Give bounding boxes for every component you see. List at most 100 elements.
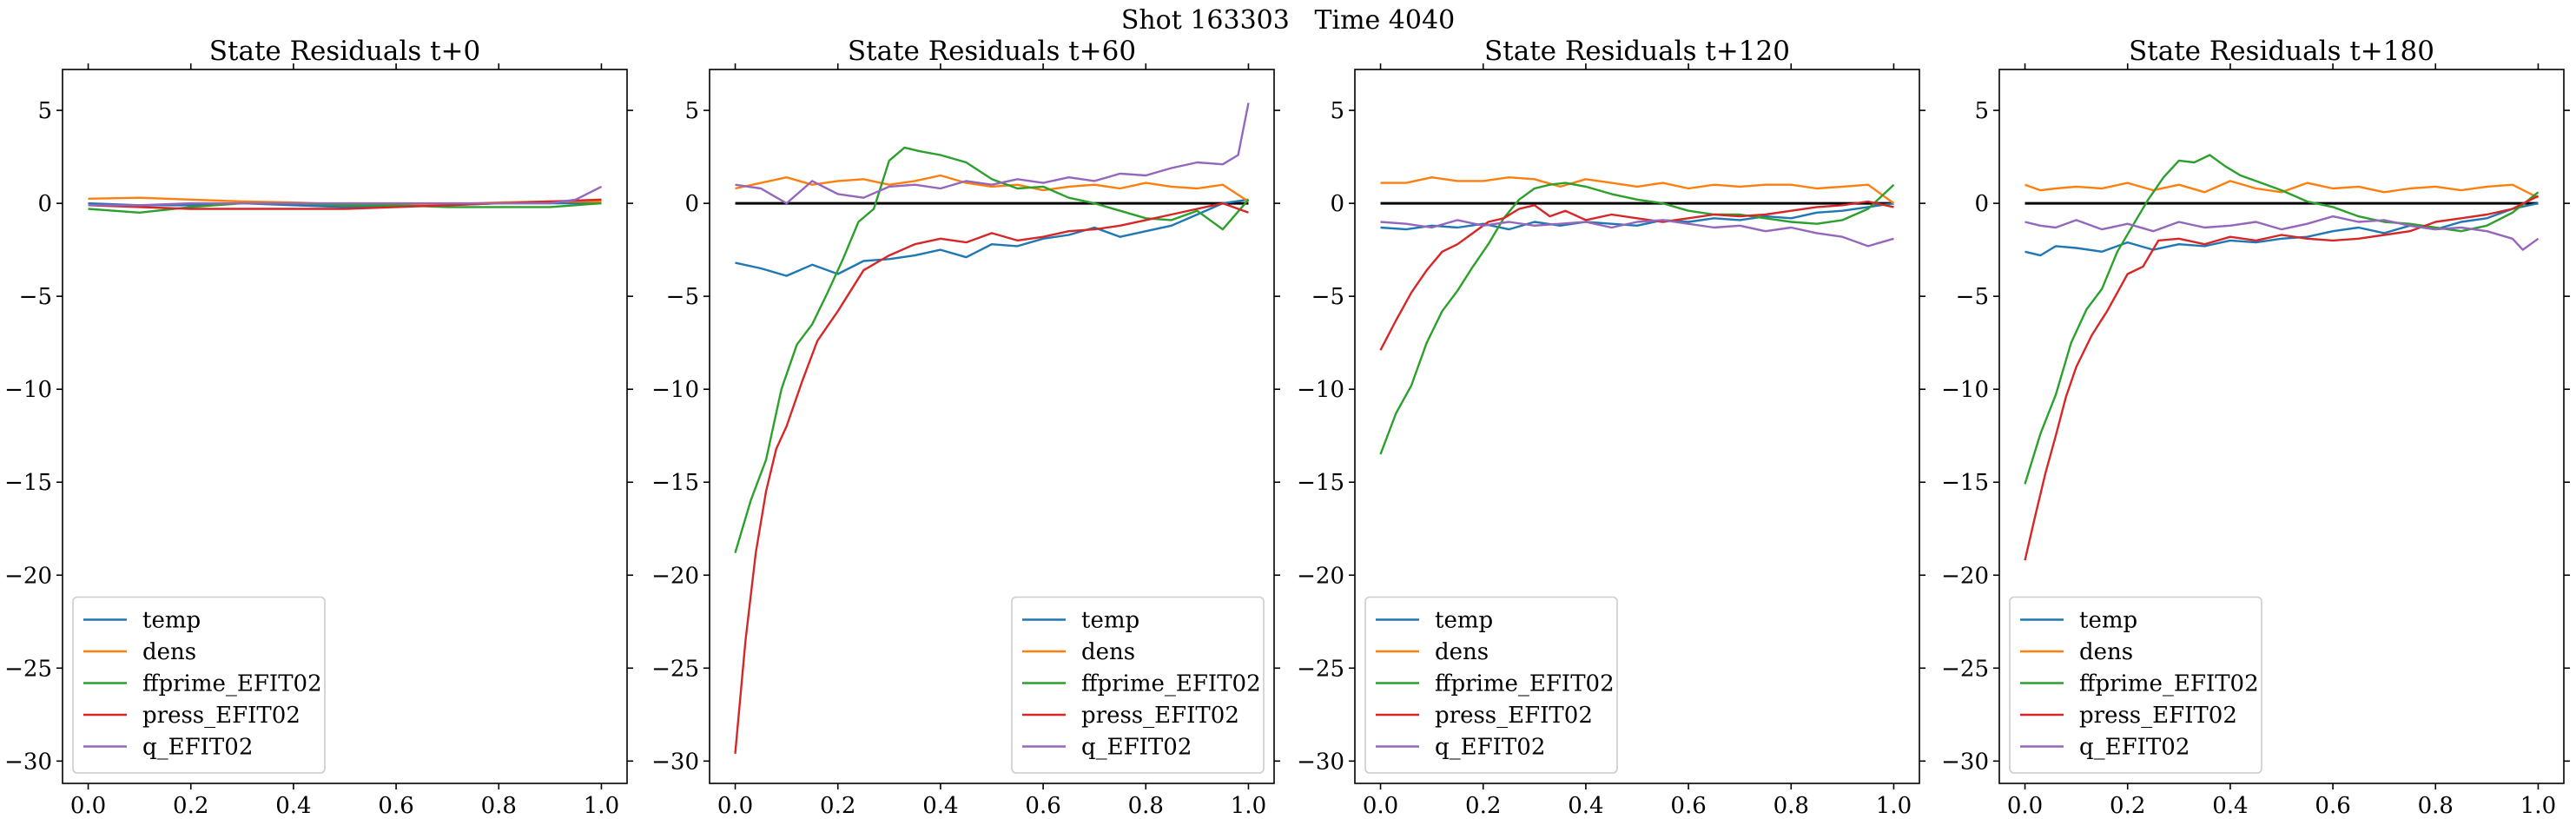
y-tick-label: −25	[1297, 656, 1344, 682]
y-tick-label: −25	[4, 656, 52, 682]
y-tick-label: −5	[666, 284, 699, 310]
x-tick-label: 1.0	[1876, 793, 1912, 819]
x-tick-label: 0.6	[2315, 793, 2350, 819]
x-tick-label: 0.4	[2212, 793, 2248, 819]
y-tick-label: −5	[19, 284, 52, 310]
y-tick-label: 0	[684, 191, 699, 217]
subplot-panel-0: State Residuals t+0 0.0 0.2 0.4 0.6 0.8 1.0 5 0 −…	[4, 36, 633, 819]
y-tick-label: −15	[1297, 470, 1344, 496]
y-tick-label: −10	[651, 377, 699, 403]
y-tick-label: −5	[1311, 284, 1344, 310]
axes-frame	[1998, 69, 2565, 784]
legend-label: dens	[1081, 639, 1135, 665]
legend-label: press_EFIT02	[1081, 703, 1239, 729]
series-line-ffprime-efit02	[2024, 154, 2540, 485]
x-tick-label: 0.2	[2110, 793, 2145, 819]
subplot-grid: State Residuals t+0 0.0 0.2 0.4 0.6 0.8 1.0 5 0 −…	[4, 36, 2570, 819]
y-tick-label: −25	[651, 656, 699, 682]
legend-label: press_EFIT02	[142, 703, 301, 729]
x-tick-label: 0.0	[70, 793, 106, 819]
legend-label: dens	[2079, 639, 2133, 665]
legend-label: q_EFIT02	[1081, 735, 1192, 761]
x-tick-label: 0.2	[1465, 793, 1501, 819]
series-line-ffprime-efit02	[1379, 182, 1895, 455]
series-line-dens	[735, 174, 1250, 203]
y-tick-label: −30	[1297, 749, 1344, 775]
legend-label: ffprime_EFIT02	[1081, 671, 1261, 697]
legend-label: press_EFIT02	[2079, 703, 2237, 729]
legend-frame	[2009, 596, 2262, 774]
x-tick-label: 1.0	[2520, 793, 2556, 819]
y-tick-label: −30	[651, 749, 699, 775]
subplot-panel-2: State Residuals t+120 0.0 0.2 0.4 0.6 0.8 1.0 5…	[1297, 36, 1925, 819]
y-tick-label: −20	[4, 563, 52, 589]
y-tick-label: 5	[37, 98, 52, 124]
y-tick-label: −25	[1941, 656, 1989, 682]
y-tick-label: −15	[651, 470, 699, 496]
subplot-title: State Residuals t+180	[2129, 36, 2434, 67]
legend: temp dens ffprime_EFIT02 press_EFIT02 q_EFIT…	[1011, 596, 1265, 774]
legend-label: ffprime_EFIT02	[142, 671, 322, 697]
y-tick-label: −15	[1941, 470, 1989, 496]
y-tick-label: 5	[684, 98, 699, 124]
plot-area	[2024, 154, 2540, 561]
subplot-title: State Residuals t+60	[848, 36, 1136, 67]
y-tick-label: 5	[1974, 98, 1989, 124]
x-tick-label: 0.4	[275, 793, 311, 819]
series-line-q-efit02	[1380, 219, 1894, 248]
subplot-title: State Residuals t+120	[1484, 36, 1790, 67]
plot-area	[88, 185, 603, 215]
y-tick-label: 5	[1330, 98, 1344, 124]
legend-label: ffprime_EFIT02	[1435, 671, 1615, 697]
y-tick-label: −10	[4, 377, 52, 403]
legend: temp dens ffprime_EFIT02 press_EFIT02 q_EFIT…	[1364, 596, 1618, 774]
y-tick-label: −20	[651, 563, 699, 589]
y-tick-label: 0	[1974, 191, 1989, 217]
x-tick-label: 0.2	[173, 793, 208, 819]
y-tick-label: −10	[1297, 377, 1344, 403]
x-tick-label: 1.0	[1231, 793, 1266, 819]
legend-label: q_EFIT02	[1435, 735, 1545, 761]
legend-label: dens	[1435, 639, 1489, 665]
x-tick-label: 0.8	[1128, 793, 1164, 819]
x-tick-label: 0.0	[1363, 793, 1398, 819]
series-line-dens	[1380, 175, 1895, 205]
legend-label: dens	[142, 639, 196, 665]
y-tick-label: −30	[1941, 749, 1989, 775]
series-line-q-efit02	[88, 185, 603, 207]
series-line-temp	[1380, 201, 1894, 231]
legend: temp dens ffprime_EFIT02 press_EFIT02 q_EFIT…	[72, 596, 326, 774]
x-tick-label: 0.0	[2007, 793, 2043, 819]
series-line-temp	[2024, 201, 2539, 257]
legend-label: temp	[142, 608, 201, 634]
x-tick-label: 0.0	[717, 793, 753, 819]
y-tick-label: 0	[1330, 191, 1344, 217]
x-tick-label: 0.6	[1025, 793, 1060, 819]
legend-label: temp	[1435, 608, 1493, 634]
plot-area	[734, 102, 1250, 754]
series-line-q-efit02	[735, 102, 1250, 205]
subplot-title: State Residuals t+0	[209, 36, 480, 67]
axes-frame	[62, 69, 628, 784]
series-line-temp	[735, 198, 1249, 277]
subplot-panel-3: State Residuals t+180 0.0 0.2 0.4 0.6 0.8 1.0 5…	[1941, 36, 2570, 819]
subplot-panel-1: State Residuals t+60 0.0 0.2 0.4 0.6 0.8 1.0 5 0…	[651, 36, 1280, 819]
figure-suptitle: Shot 163303 Time 4040	[1121, 5, 1455, 36]
legend-label: temp	[1081, 608, 1139, 634]
legend-frame	[1011, 596, 1265, 774]
y-tick-label: −15	[4, 470, 52, 496]
legend-label: q_EFIT02	[2079, 735, 2190, 761]
x-tick-label: 0.6	[378, 793, 413, 819]
x-tick-label: 0.2	[820, 793, 855, 819]
x-tick-label: 1.0	[584, 793, 619, 819]
x-tick-label: 0.8	[1773, 793, 1809, 819]
axes-frame	[1354, 69, 1920, 784]
series-line-press-efit02	[734, 201, 1249, 754]
x-tick-label: 0.6	[1670, 793, 1706, 819]
legend-label: q_EFIT02	[142, 735, 253, 761]
legend-frame	[1364, 596, 1618, 774]
legend-label: temp	[2079, 608, 2137, 634]
x-tick-label: 0.8	[481, 793, 517, 819]
legend: temp dens ffprime_EFIT02 press_EFIT02 q_EFIT…	[2009, 596, 2262, 774]
